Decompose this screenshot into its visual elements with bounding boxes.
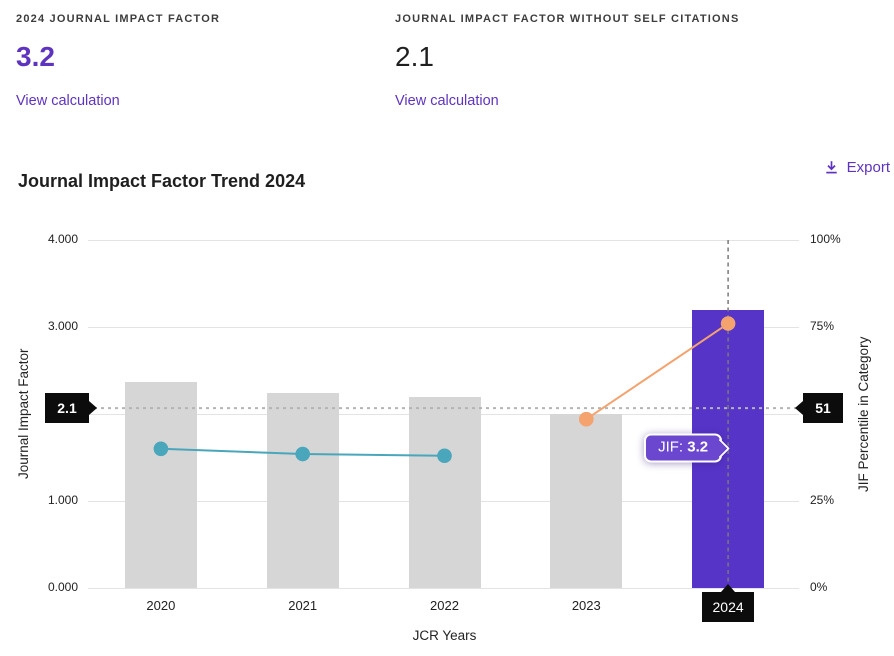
metric-card-jif: 2024 JOURNAL IMPACT FACTOR 3.2 View calc…: [16, 13, 386, 113]
right-axis-tick-label: 100%: [810, 232, 841, 246]
bar-2020[interactable]: [124, 381, 197, 588]
export-button[interactable]: Export: [824, 159, 890, 176]
metric-label-jif: 2024 JOURNAL IMPACT FACTOR: [16, 13, 221, 25]
bar-2022[interactable]: [408, 396, 481, 588]
left-axis-title: Journal Impact Factor: [16, 348, 31, 480]
x-axis-tick-label: 2022: [430, 598, 459, 613]
bar-2023[interactable]: [550, 414, 623, 588]
export-button-label: Export: [846, 159, 890, 176]
tooltip-prefix: JIF:: [658, 438, 688, 456]
x-axis-tick-label: 2021: [288, 598, 318, 613]
right-axis-tick-label: 0%: [810, 580, 828, 594]
right-axis-tick-label: 75%: [810, 319, 835, 333]
download-icon: [824, 160, 839, 175]
right-axis-value-tag: 51: [795, 393, 843, 424]
metric-value-jif: 3.2: [16, 41, 55, 72]
view-calculation-link-jif[interactable]: View calculation: [16, 93, 120, 109]
left-axis-tick-label: 0.000: [47, 580, 78, 594]
left-axis-tick-label: 1.000: [47, 493, 78, 507]
metric-card-jif-without-self-citations: JOURNAL IMPACT FACTOR WITHOUT SELF CITAT…: [395, 13, 765, 113]
view-calculation-link-jif-no-self[interactable]: View calculation: [395, 93, 499, 109]
gridline: [88, 588, 799, 589]
left-axis-tick-label: 4.000: [47, 232, 78, 246]
x-axis-title: JCR Years: [412, 628, 477, 643]
right-axis-title: JIF Percentile in Category: [856, 336, 871, 492]
trend-section-title: Journal Impact Factor Trend 2024: [18, 170, 306, 191]
x-axis-tick-label: 2023: [571, 598, 601, 613]
left-axis-value-tag: 2.1: [45, 393, 97, 424]
x-axis-highlighted-year-tag: 2024: [702, 584, 755, 622]
gridline: [88, 240, 799, 241]
metric-label-jif-no-self: JOURNAL IMPACT FACTOR WITHOUT SELF CITAT…: [395, 13, 740, 25]
gridline: [88, 327, 799, 328]
metric-value-jif-no-self: 2.1: [395, 41, 434, 72]
x-axis-tick-label: 2020: [146, 598, 176, 613]
left-axis-tick-label: 3.000: [47, 319, 78, 333]
bar-2021[interactable]: [266, 393, 339, 588]
right-axis-tick-label: 25%: [810, 493, 835, 507]
tooltip-value: 3.2: [687, 438, 709, 456]
jif-tooltip: JIF: 3.2: [644, 433, 723, 463]
